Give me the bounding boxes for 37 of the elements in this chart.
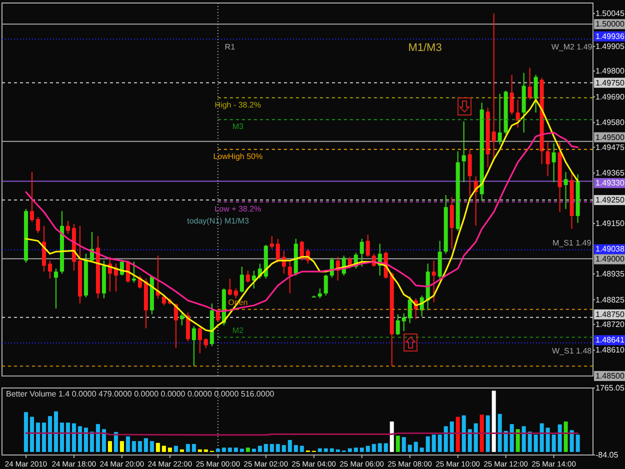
ref-line-label: 1.49000: [596, 254, 625, 264]
annotation: M_S1 1.49: [552, 238, 592, 248]
y-tick-label: 1.50045: [596, 9, 625, 18]
y-tick-label: 1765.05: [596, 384, 625, 392]
ref-line-label: 1.49750: [596, 78, 625, 88]
ref-line-label: 1.49038: [596, 244, 625, 254]
y-tick-label: 1.49800: [596, 66, 625, 76]
annotation: R1: [224, 42, 236, 52]
y-tick-label: 1.48610: [596, 346, 625, 355]
series-label: High - 38.2%: [214, 100, 262, 110]
series-label: M2: [232, 326, 244, 335]
y-tick-label: -84.05: [596, 450, 619, 460]
y-tick-label: 1.48935: [596, 269, 625, 278]
ref-line-label: 1.49936: [596, 32, 625, 41]
annotation: W_S1 1.48: [552, 346, 592, 356]
annotation: W_M2 1.49: [551, 42, 593, 52]
ref-line-label: 1.49500: [596, 132, 625, 142]
y-tick-label: 1.49580: [596, 118, 625, 128]
annotation: today(N1) M1/M3: [187, 216, 250, 226]
series-label: M3: [232, 122, 244, 132]
chart-title: Better Volume 1.4 0.0000 479.0000 0.0000 0.0000 0.0000 0.0000 516.0000: [6, 390, 275, 398]
y-tick-label: 1.48825: [596, 295, 625, 304]
y-tick-label: 1.49365: [596, 168, 625, 178]
ref-line-label: 1.48641: [596, 336, 625, 345]
y-tick-label: 1.49905: [596, 42, 625, 51]
ref-line-label: 1.50000: [596, 20, 625, 29]
y-tick-label: 1.49475: [596, 142, 625, 152]
series-label: Low + 38.2%: [214, 204, 262, 214]
y-tick-label: 1.48720: [596, 320, 625, 329]
ref-line-label: 1.49250: [596, 196, 625, 205]
ref-line-label: 1.49330: [596, 178, 625, 188]
ref-line-label: 1.48500: [596, 372, 625, 380]
y-tick-label: 1.49150: [596, 219, 625, 228]
series-label: LowHigh 50%: [213, 152, 263, 161]
y-tick-label: 1.49690: [596, 92, 625, 102]
ref-line-label: 1.48750: [596, 310, 625, 319]
annotation: M1/M3: [408, 42, 442, 54]
